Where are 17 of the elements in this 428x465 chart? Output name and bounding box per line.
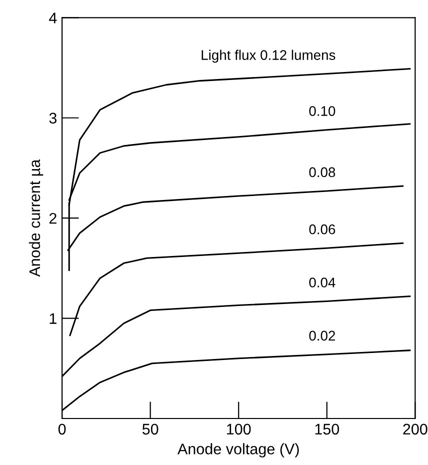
series-label: 0.02 (309, 330, 336, 341)
series-label: 0.08 (309, 167, 336, 178)
x-tick-label: 150 (315, 424, 340, 435)
x-tick-label: 200 (403, 424, 428, 435)
x-tick-label: 50 (142, 424, 158, 435)
y-axis-title: Anode current µa (28, 159, 44, 277)
series-label: 0.06 (309, 224, 336, 234)
series-label: Light flux 0.12 lumens (202, 50, 336, 63)
series-label: 0.04 (309, 278, 336, 288)
x-tick-label: 0 (58, 424, 66, 435)
series-label: 0.10 (309, 106, 336, 116)
y-tick-label: 1 (50, 313, 56, 324)
y-tick-label: 3 (49, 112, 57, 124)
y-tick-label: 2 (49, 212, 56, 224)
x-axis-title: Anode voltage (V) (177, 443, 299, 458)
y-tick-label: 4 (49, 12, 57, 24)
x-tick-label: 100 (227, 424, 251, 435)
